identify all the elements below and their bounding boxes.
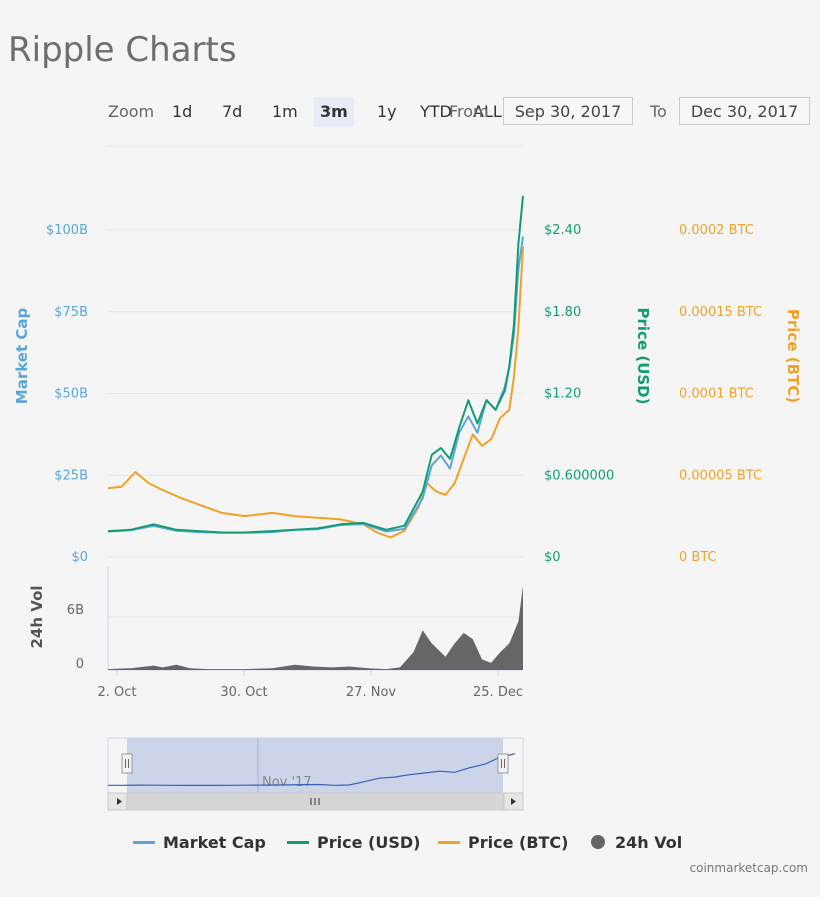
legend-line-icon	[438, 840, 460, 844]
x-tick-label: 25. Dec	[473, 685, 523, 700]
navigator-tick-label: Nov '17	[262, 775, 312, 790]
credits-link[interactable]: coinmarketcap.com	[689, 861, 808, 875]
scrollbar-left-button[interactable]	[107, 792, 128, 811]
legend-24h-vol[interactable]: 24h Vol	[591, 833, 682, 852]
y-tick-label-price-usd: $1.20	[544, 387, 581, 402]
x-tick-label: 30. Oct	[220, 685, 267, 700]
legend-dot-icon	[591, 835, 605, 849]
y-tick-label-volume: 0	[76, 657, 84, 672]
to-date-input[interactable]: Dec 30, 2017	[679, 97, 810, 125]
zoom-button-all[interactable]: ALL	[473, 102, 502, 121]
legend-label: Price (USD)	[317, 833, 421, 852]
legend-line-icon	[133, 840, 155, 844]
arrow-right-icon	[511, 798, 516, 805]
from-label: From	[449, 102, 489, 121]
y-tick-label-market-cap: $100B	[46, 223, 88, 238]
navigator-right-handle[interactable]	[497, 753, 509, 774]
y-axis-title-market-cap: Market Cap	[13, 308, 31, 405]
zoom-button-ytd[interactable]: YTD	[420, 102, 452, 121]
y-tick-label-price-usd: $0.600000	[544, 468, 614, 483]
zoom-button-1m[interactable]: 1m	[272, 102, 298, 121]
y-axis-title-price-btc: Price (BTC)	[784, 309, 802, 403]
y-tick-label-volume: 6B	[67, 603, 84, 618]
to-label: To	[650, 102, 667, 121]
series-line-market-cap	[107, 236, 524, 534]
legend-line-icon	[287, 840, 309, 844]
zoom-button-1d[interactable]: 1d	[172, 102, 193, 121]
y-tick-label-market-cap: $50B	[54, 387, 88, 402]
zoom-button-1y[interactable]: 1y	[377, 102, 397, 121]
legend-label: Price (BTC)	[468, 833, 569, 852]
y-tick-label-price-usd: $2.40	[544, 223, 581, 238]
y-tick-label-market-cap: $75B	[54, 305, 88, 320]
handle-body	[497, 753, 509, 774]
navigator-left-handle[interactable]	[121, 753, 133, 774]
arrow-left-icon	[117, 798, 122, 805]
legend-label: Market Cap	[163, 833, 266, 852]
x-tick-label: 27. Nov	[346, 685, 396, 700]
scrollbar[interactable]	[107, 792, 524, 811]
x-tick-label: 2. Oct	[97, 685, 136, 700]
y-axis-title-price-usd: Price (USD)	[634, 308, 652, 405]
zoom-button-3m[interactable]: 3m	[314, 97, 354, 127]
y-tick-label-price-btc: 0 BTC	[679, 550, 717, 565]
y-tick-label-price-btc: 0.0001 BTC	[679, 387, 754, 402]
y-tick-label-market-cap: $25B	[54, 468, 88, 483]
series-line-price-btc	[107, 246, 524, 539]
legend-market-cap[interactable]: Market Cap	[133, 833, 266, 852]
zoom-label: Zoom	[108, 102, 155, 121]
y-tick-label-market-cap: $0	[71, 550, 88, 565]
y-tick-label-price-usd: $0	[544, 550, 561, 565]
from-date-input[interactable]: Sep 30, 2017	[503, 97, 633, 125]
legend-price-btc[interactable]: Price (BTC)	[438, 833, 568, 852]
navigator-series-line	[108, 753, 516, 787]
volume-area	[108, 586, 523, 670]
page-title: Ripple Charts	[8, 30, 237, 70]
legend-price-usd[interactable]: Price (USD)	[287, 833, 420, 852]
y-tick-label-price-usd: $1.80	[544, 305, 581, 320]
handle-body	[121, 753, 133, 774]
y-tick-label-price-btc: 0.00015 BTC	[679, 305, 762, 320]
series-line-price-usd	[107, 195, 524, 534]
y-tick-label-price-btc: 0.00005 BTC	[679, 468, 762, 483]
y-axis-title-volume: 24h Vol	[28, 585, 46, 648]
y-tick-label-price-btc: 0.0002 BTC	[679, 223, 754, 238]
legend-label: 24h Vol	[615, 833, 683, 852]
scrollbar-right-button[interactable]	[503, 792, 524, 811]
legend: Market Cap Price (USD) Price (BTC) 24h V…	[0, 833, 820, 855]
zoom-button-7d[interactable]: 7d	[222, 102, 243, 121]
navigator-selection	[127, 738, 503, 793]
